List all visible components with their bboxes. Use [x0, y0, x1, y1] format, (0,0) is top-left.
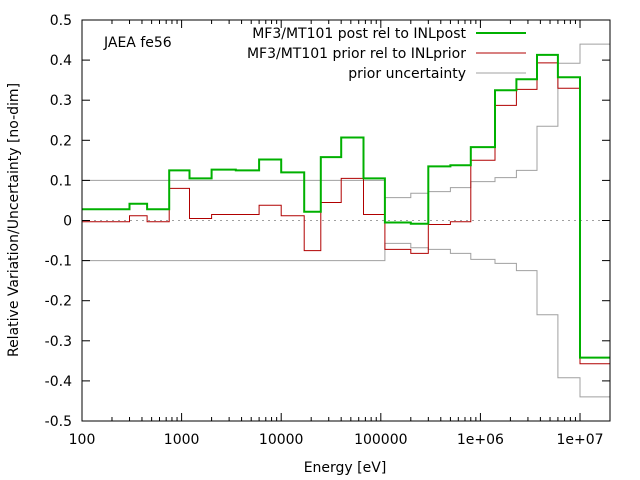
y-tick-label: 0.4: [50, 53, 72, 69]
series-line-prior-uncertainty-lower: [82, 242, 610, 398]
legend: MF3/MT101 post rel to INLpost MF3/MT101 p…: [247, 26, 526, 82]
legend-label: MF3/MT101 prior rel to INLprior: [247, 46, 466, 62]
x-tick-label: 100: [69, 432, 96, 448]
y-tick-label: 0.3: [50, 93, 72, 109]
y-axis-label: Relative Variation/Uncertainty [no-dim]: [6, 83, 22, 357]
x-tick-label: 10000: [259, 432, 304, 448]
y-tick-label: -0.2: [45, 294, 72, 310]
series-line-mf3-mt101-prior-rel-to-inlprior: [82, 62, 610, 365]
y-tick-label: -0.1: [45, 254, 72, 270]
x-tick-label: 1000: [164, 432, 200, 448]
series-line-mf3-mt101-post-rel-to-inlpost: [82, 53, 610, 359]
y-tick-label: 0.1: [50, 173, 72, 189]
x-tick-label: 1e+07: [556, 432, 603, 448]
x-axis-label: Energy [eV]: [304, 460, 387, 476]
y-tick-label: -0.3: [45, 334, 72, 350]
series-line-prior-uncertainty: [82, 43, 610, 199]
tick-labels: -0.5 -0.4 -0.3 -0.2 -0.1 0 0.1 0.2 0.3 0.4 0.5 100 1…: [45, 13, 604, 448]
legend-label: prior uncertainty: [348, 66, 466, 82]
y-tick-label: 0.5: [50, 13, 72, 29]
y-tick-label: -0.5: [45, 414, 72, 430]
y-tick-label: -0.4: [45, 374, 72, 390]
dataset-annotation: JAEA fe56: [103, 35, 172, 51]
y-tick-label: 0: [63, 214, 72, 230]
x-tick-label: 100000: [354, 432, 407, 448]
series-layer: [82, 43, 610, 398]
legend-label: MF3/MT101 post rel to INLpost: [252, 26, 466, 42]
tick-marks: [81, 19, 610, 422]
y-tick-label: 0.2: [50, 133, 72, 149]
x-tick-label: 1e+06: [457, 432, 504, 448]
